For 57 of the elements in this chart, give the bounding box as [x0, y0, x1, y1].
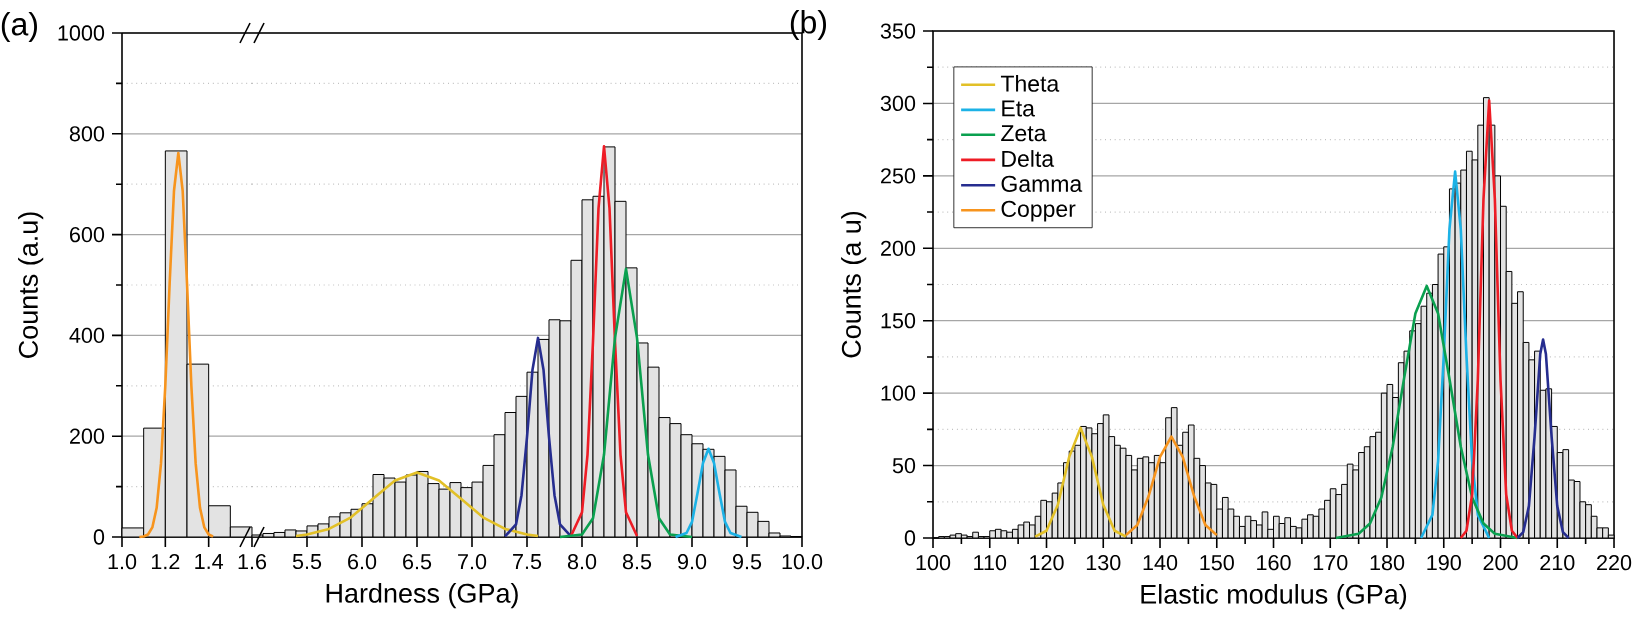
y-tick-label: 350 [880, 23, 916, 39]
x-axis-title: Hardness (GPa) [326, 583, 518, 609]
legend-label: Theta [1000, 74, 1060, 92]
x-tick-label: 170 [1313, 555, 1348, 571]
legend-label: Eta [1002, 100, 1035, 117]
y-tick-label: 0 [93, 529, 105, 545]
legend-label: Gamma [1001, 175, 1083, 192]
x-tick-label: 8.5 [622, 554, 652, 570]
y-axis-title: Counts (a.u) [18, 212, 44, 358]
x-tick-label: 6.5 [403, 554, 432, 570]
legend-label: Zeta [1001, 125, 1047, 142]
x-tick-label: 190 [1427, 555, 1461, 571]
x-tick-label: 5.5 [292, 554, 322, 570]
y-tick-label: 800 [69, 126, 105, 142]
x-tick-label: 8.0 [567, 554, 597, 570]
x-tick-label: 100 [916, 555, 951, 571]
x-tick-label: 9.0 [677, 554, 707, 570]
line-series [1516, 338, 1570, 540]
x-tick-label: 130 [1086, 555, 1121, 571]
x-tick-label: 7.5 [513, 554, 542, 570]
x-tick-label: 1.0 [108, 554, 137, 570]
y-tick-label: 200 [881, 240, 916, 256]
line-series [1459, 99, 1519, 540]
y-tick-label: 100 [881, 385, 916, 401]
y-tick-label: 50 [892, 457, 916, 474]
y-tick-label: 600 [70, 226, 105, 243]
legend-label: Delta [1002, 150, 1055, 167]
x-tick-label: 6.0 [348, 554, 377, 570]
x-tick-label: 200 [1483, 555, 1518, 571]
x-tick-label: 180 [1370, 555, 1405, 571]
x-tick-label: 150 [1200, 555, 1234, 571]
line-series [1334, 284, 1519, 540]
x-tick-label: 1.4 [195, 554, 224, 569]
legend-label: Copper [1001, 200, 1076, 222]
y-tick-label: 150 [881, 313, 916, 329]
y-tick-label: 300 [880, 95, 916, 112]
x-tick-label: 220 [1597, 555, 1632, 571]
y-tick-label: 250 [881, 168, 916, 184]
y-tick-label: 400 [69, 327, 105, 344]
y-axis-title: Counts (a u) [841, 211, 867, 358]
chart-title: (b) [790, 10, 826, 40]
chart-title: (a) [1, 12, 37, 42]
x-tick-label: 10.0 [782, 554, 823, 570]
line-series [1419, 170, 1491, 540]
x-tick-label: 140 [1143, 555, 1178, 571]
x-axis-title: Elastic modulus (GPa) [1141, 584, 1407, 610]
x-tick-label: 160 [1257, 555, 1291, 571]
x-tick-label: 210 [1540, 555, 1575, 571]
x-tick-label: 7.0 [458, 554, 487, 570]
x-tick-label: 9.5 [732, 554, 762, 570]
y-tick-label: 1000 [58, 25, 105, 41]
x-tick-label: 120 [1030, 555, 1064, 571]
x-tick-label: 110 [974, 555, 1007, 571]
y-tick-label: 0 [904, 530, 916, 546]
x-tick-label: 1.6 [238, 554, 267, 570]
y-tick-label: 200 [70, 428, 105, 444]
x-tick-label: 1.2 [151, 554, 180, 570]
